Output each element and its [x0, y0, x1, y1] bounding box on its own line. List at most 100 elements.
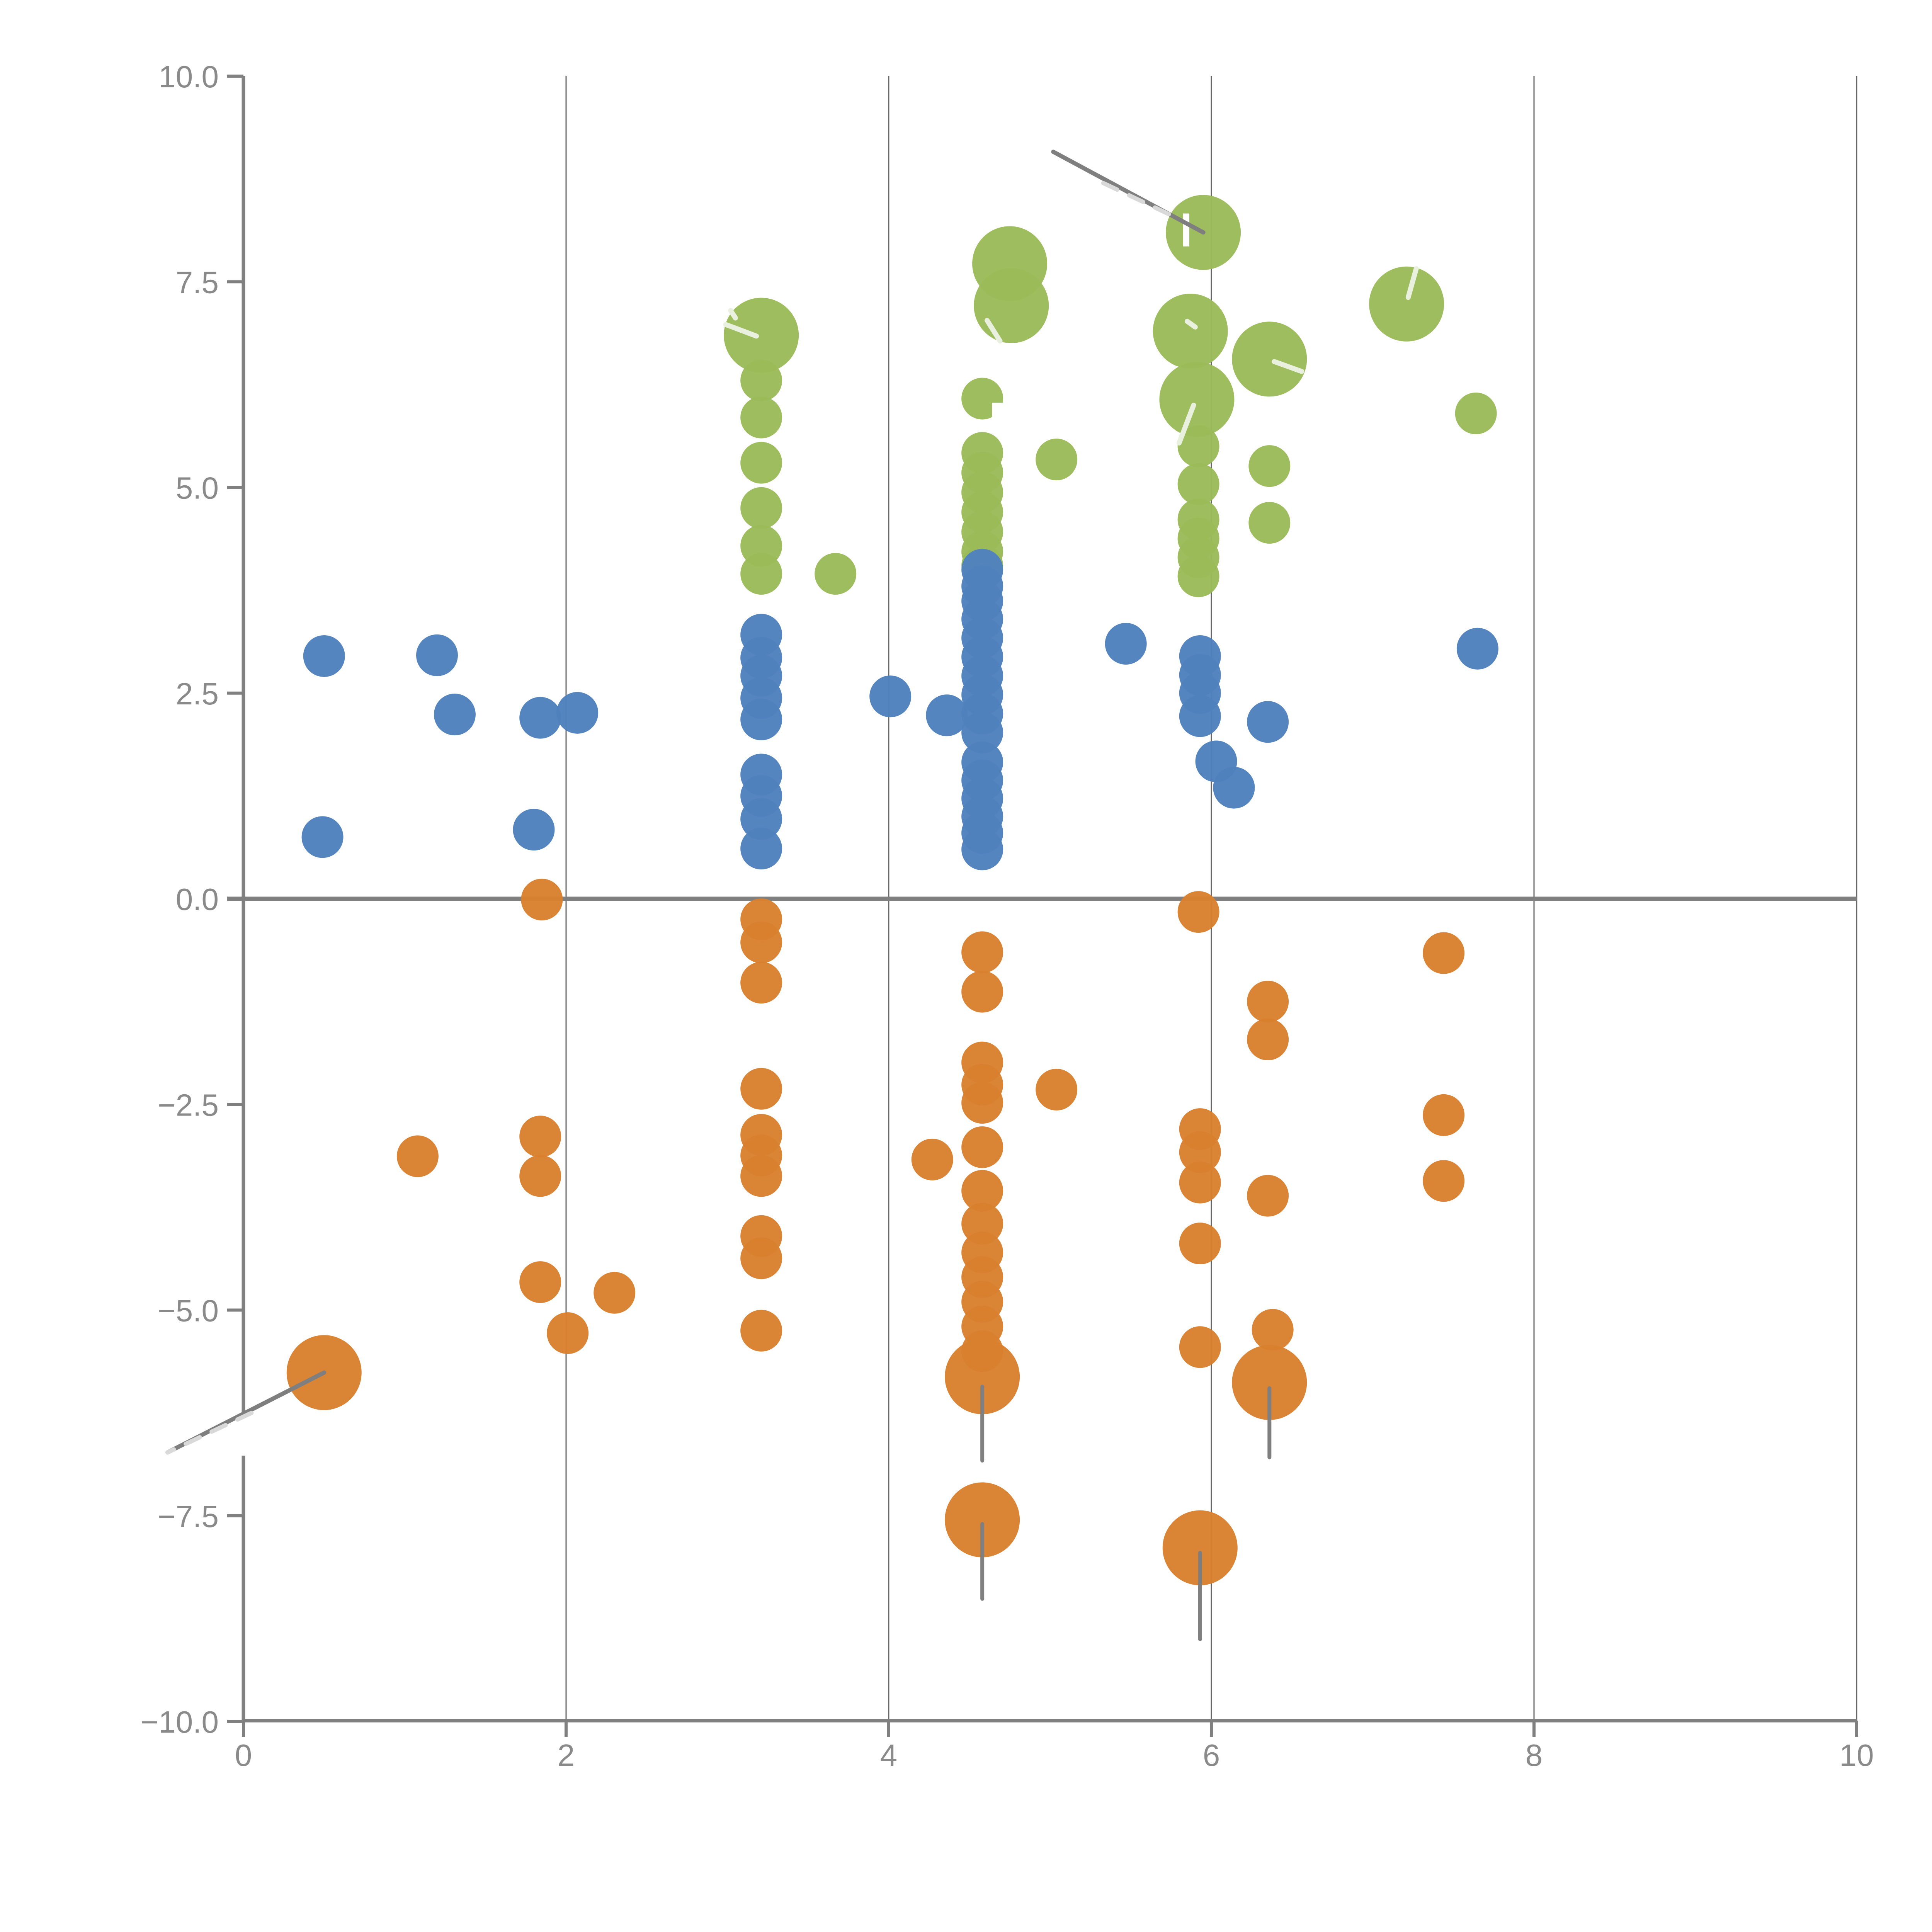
bubble-green [1036, 439, 1078, 481]
bubble-green [1248, 445, 1291, 487]
bubble-orange [961, 1202, 1003, 1245]
bubble-blue [434, 694, 476, 736]
bubble-blue [301, 816, 344, 858]
bubble-orange [1179, 1162, 1221, 1204]
annotation-line-solid [1051, 150, 1206, 235]
bubble-blue [1456, 628, 1498, 670]
white-bar [1183, 213, 1189, 247]
bubble-green [1153, 293, 1228, 369]
bubble-orange [1252, 1309, 1294, 1351]
white-streak [1405, 266, 1419, 300]
bubble-green [1177, 425, 1219, 468]
bubble-orange [961, 1126, 1003, 1168]
bubble-orange [1179, 1223, 1221, 1265]
bubble-orange [1423, 932, 1465, 974]
white-streak [985, 318, 1003, 344]
bubble-blue [1179, 695, 1221, 737]
bubble-green [740, 396, 782, 439]
bubble-green [740, 359, 782, 401]
bubble-orange [1162, 1510, 1238, 1585]
white-streak [723, 322, 759, 339]
bubble-orange [961, 971, 1003, 1013]
bubble-orange [1247, 1019, 1289, 1061]
x-tick-label: 4 [880, 1738, 898, 1772]
bubble-blue [519, 697, 561, 739]
x-tick-label: 6 [1203, 1738, 1220, 1772]
white-streak [1272, 359, 1304, 374]
bubble-orange [1232, 1345, 1307, 1420]
y-tick-label: −7.5 [158, 1499, 219, 1534]
y-tick-label: 10.0 [158, 60, 219, 94]
bubble-green [815, 553, 857, 595]
bubble-green [724, 298, 799, 373]
y-tick-label: 2.5 [176, 677, 219, 711]
bubble-blue [961, 828, 1003, 871]
bubble-blue [926, 694, 968, 736]
white-streak [1184, 318, 1198, 330]
y-tick-label: 0.0 [176, 882, 219, 917]
x-tick-label: 0 [235, 1738, 252, 1772]
bubble-blue [1105, 623, 1147, 665]
bubble-orange [961, 1082, 1003, 1124]
x-tick-label: 10 [1840, 1738, 1874, 1772]
bubble-orange [740, 962, 782, 1004]
bubble-orange [961, 931, 1003, 973]
bubble-orange [1179, 1326, 1221, 1368]
bubble-blue [1247, 701, 1289, 743]
bubble-blue [556, 692, 599, 734]
bubble-green [1232, 321, 1307, 397]
bubble-orange [911, 1138, 953, 1180]
bubble-green [1159, 362, 1235, 437]
bubble-blue [513, 809, 555, 851]
bubble-orange [519, 1155, 561, 1197]
bubble-orange [1247, 1175, 1289, 1217]
bubble-blue [303, 635, 345, 677]
bubble-green [1455, 392, 1497, 434]
bubble-orange [396, 1135, 439, 1177]
y-tick-label: 5.0 [176, 471, 219, 505]
bubble-orange [519, 1116, 561, 1158]
bubble-orange [1177, 891, 1219, 933]
bubble-green [740, 553, 782, 595]
bubble-orange [740, 1068, 782, 1110]
bubble-orange [1423, 1160, 1465, 1202]
bubble-orange [1423, 1094, 1465, 1136]
bubble-orange [519, 1261, 561, 1303]
bubble-orange [521, 879, 563, 921]
y-tick-label: 7.5 [176, 265, 219, 299]
bubble-orange [1247, 981, 1289, 1023]
bubble-green [1248, 502, 1291, 544]
bubble-green [1177, 463, 1219, 505]
bubble-orange [945, 1482, 1020, 1558]
white-streak [728, 308, 738, 321]
y-tick-label: −5.0 [158, 1294, 219, 1328]
bubble-orange [740, 1310, 782, 1352]
bubble-blue [869, 675, 912, 718]
bubble-blue [740, 828, 782, 870]
annotation-line-dashed [1101, 181, 1173, 218]
bubble-orange [961, 1170, 1003, 1212]
bubble-green [1177, 555, 1219, 597]
bubble-blue [416, 634, 458, 676]
bubble-orange [547, 1312, 589, 1354]
y-tick-label: −2.5 [158, 1088, 219, 1122]
bubble-orange [740, 1237, 782, 1279]
y-tick-label: −10.0 [141, 1705, 219, 1739]
white-bar [992, 403, 1005, 417]
bubble-green [740, 442, 782, 484]
bubble-green [974, 268, 1049, 343]
bubble-orange [1036, 1068, 1078, 1111]
bubble-blue [1213, 767, 1255, 809]
bubble-orange [740, 1155, 782, 1197]
bubble-green [740, 487, 782, 529]
x-tick-label: 2 [558, 1738, 575, 1772]
bubble-blue [961, 711, 1003, 753]
bubble-blue [740, 698, 782, 740]
bubble-orange [740, 921, 782, 963]
bubble-orange [594, 1272, 636, 1314]
white-streak [1177, 403, 1196, 446]
annotation-line-dashed [165, 1411, 254, 1455]
